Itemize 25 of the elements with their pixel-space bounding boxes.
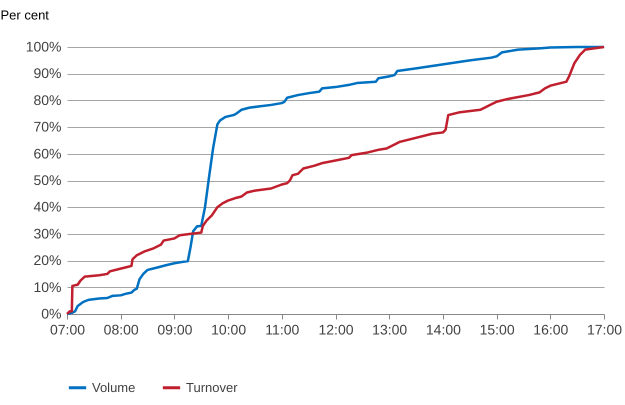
x-tick-label: 11:00 — [265, 322, 300, 338]
y-tick-label: 0% — [41, 306, 62, 322]
x-tick-label: 14:00 — [426, 322, 462, 338]
y-tick-label: 80% — [33, 92, 62, 108]
y-tick-label: 70% — [33, 118, 62, 135]
y-tick-label: 60% — [33, 145, 62, 162]
legend-label: Volume — [92, 380, 136, 395]
y-tick-label: 100% — [26, 38, 62, 54]
x-tick-label: 13:00 — [372, 322, 408, 338]
y-tick-label: 20% — [33, 252, 62, 268]
y-tick-label: 30% — [33, 225, 62, 242]
x-tick-label: 17:00 — [586, 322, 622, 338]
y-tick-label: 40% — [33, 198, 62, 215]
x-tick-label: 08:00 — [104, 322, 139, 338]
x-tick-label: 07:00 — [50, 322, 86, 338]
x-tick-label: 12:00 — [318, 322, 354, 338]
x-tick-label: 16:00 — [533, 322, 569, 338]
x-tick-label: 15:00 — [480, 322, 515, 338]
y-tick-label: 50% — [33, 172, 62, 188]
x-tick-label: 10:00 — [211, 322, 246, 338]
legend-label: Turnover — [186, 380, 238, 395]
x-tick-label: 09:00 — [157, 322, 193, 338]
y-axis-title: Per cent — [0, 8, 50, 22]
y-tick-label: 90% — [33, 65, 62, 82]
y-tick-label: 10% — [33, 278, 62, 295]
